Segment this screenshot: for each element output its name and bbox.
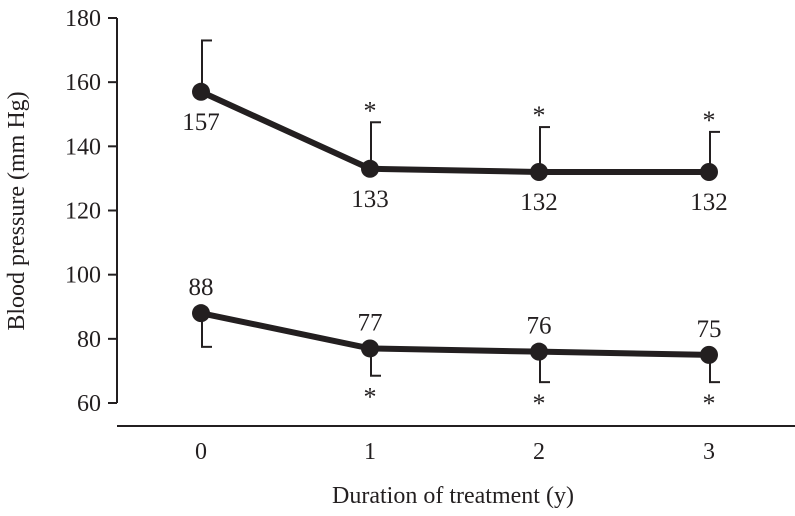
diastolic-significance-1: * <box>364 383 377 412</box>
diastolic-data-label-0: 88 <box>189 274 214 301</box>
diastolic-significance-2: * <box>533 389 546 418</box>
diastolic-data-label-2: 76 <box>527 313 552 340</box>
systolic-line <box>199 89 709 175</box>
systolic-point-1 <box>361 159 379 178</box>
systolic-significance-3: * <box>703 106 716 135</box>
systolic-point-3 <box>700 163 718 181</box>
x-tick-label-2: 2 <box>533 439 545 465</box>
x-tick-label-3: 3 <box>703 439 715 465</box>
y-tick-label-60: 60 <box>77 391 101 417</box>
diastolic-significance-3: * <box>703 389 716 418</box>
series-lines <box>199 89 710 358</box>
systolic-data-label-0: 157 <box>182 109 220 136</box>
diastolic-point-3 <box>700 345 718 364</box>
x-axis-title: Duration of treatment (y) <box>332 483 574 509</box>
systolic-data-label-3: 132 <box>690 189 728 216</box>
data-labels: 157 133 132 132 * * * 88 77 76 75 * * * <box>182 96 728 418</box>
y-tick-label-160: 160 <box>65 70 101 96</box>
diastolic-data-label-1: 77 <box>358 309 383 336</box>
systolic-point-0 <box>192 82 210 101</box>
y-tick-label-180: 180 <box>65 6 101 32</box>
data-points <box>192 82 718 364</box>
axes: 60 80 100 120 140 160 180 0 1 2 3 <box>65 6 795 465</box>
y-tick-label-80: 80 <box>77 327 101 353</box>
diastolic-point-1 <box>361 339 379 358</box>
y-axis-title: Blood pressure (mm Hg) <box>4 91 30 330</box>
y-tick-label-140: 140 <box>65 134 101 160</box>
diastolic-point-2 <box>530 342 548 361</box>
y-tick-label-120: 120 <box>65 199 101 225</box>
diastolic-line <box>200 310 710 358</box>
diastolic-data-label-3: 75 <box>697 316 722 343</box>
x-tick-label-0: 0 <box>195 439 207 465</box>
systolic-significance-1: * <box>364 96 377 125</box>
systolic-data-label-1: 133 <box>351 186 389 213</box>
systolic-point-2 <box>530 163 548 181</box>
x-tick-label-1: 1 <box>364 439 376 465</box>
y-tick-label-100: 100 <box>65 263 101 289</box>
systolic-data-label-2: 132 <box>520 189 558 216</box>
systolic-significance-2: * <box>533 101 546 130</box>
diastolic-point-0 <box>192 304 210 323</box>
